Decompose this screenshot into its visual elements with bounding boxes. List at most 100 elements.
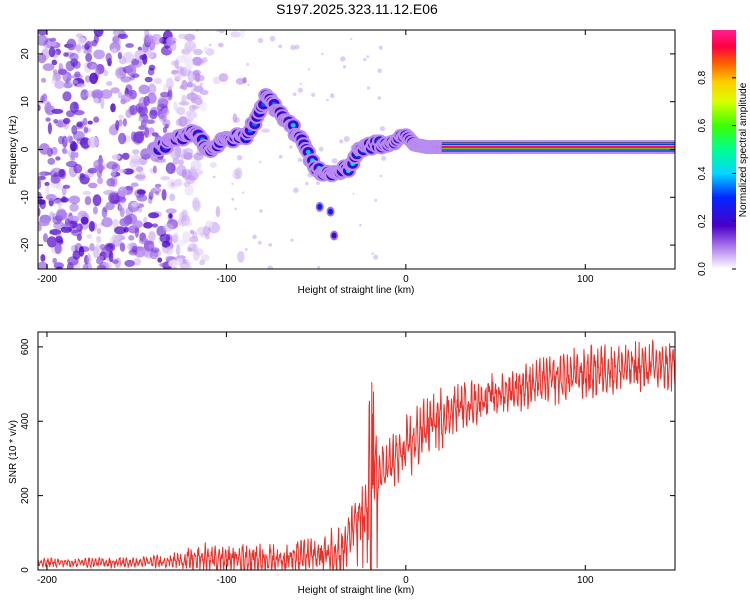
noise-blob [305,181,309,186]
noise-blob [84,196,92,206]
noise-blob [166,36,175,47]
noise-blob [294,44,300,50]
noise-blob [46,236,57,248]
noise-blob [165,255,175,261]
noise-blob [63,149,69,154]
noise-blob [117,203,123,212]
noise-blob [58,135,65,145]
noise-blob [184,185,194,196]
noise-blob [69,203,79,212]
spectrogram-y-axis: -20 -10 0 10 20 [20,48,675,252]
noise-blob [88,182,98,189]
noise-blob [105,52,112,63]
noise-blob [208,43,212,47]
noise-blob [373,254,379,260]
noise-blob [67,79,79,85]
noise-blob [252,234,257,240]
noise-blob [68,135,74,145]
colorbar-tick-label: 0.6 [697,118,708,132]
noise-blob [106,81,113,86]
noise-blob [43,233,48,243]
spectrogram-y-label: Frequency (Hz) [8,116,19,185]
noise-blob [198,59,205,65]
noise-blob [184,40,197,52]
noise-blob [48,41,57,47]
noise-blob [51,59,58,66]
noise-blob [132,220,143,229]
noise-blob [247,83,250,87]
noise-blob [70,58,78,67]
noise-blob [144,76,153,83]
noise-blob [70,151,76,163]
noise-blob [160,91,170,98]
noise-blob [381,155,387,161]
noise-blob [174,146,181,159]
noise-blob [103,69,109,77]
noise-blob [65,60,75,72]
noise-blob [97,177,104,185]
noise-blob [39,199,46,210]
noise-blob [196,74,201,79]
noise-blob [190,92,195,96]
signal-band [441,146,675,149]
noise-blob [77,36,87,45]
noise-blob [165,77,174,90]
noise-blob [176,255,186,260]
noise-blob [82,117,88,126]
snr-panel: -200 -100 0 100 0 200 400 600 Height of straig… [8,331,676,596]
noise-blob [69,101,79,114]
noise-blob [108,250,114,263]
noise-blob [134,174,146,180]
noise-blob [151,132,159,137]
noise-blob [85,40,95,47]
noise-blob [199,89,209,96]
noise-blob [86,234,93,239]
noise-blob [232,169,241,180]
noise-blob [379,126,385,132]
noise-blob [125,43,134,48]
noise-blob [197,94,202,100]
noise-blob [257,37,264,44]
noise-blob [168,259,180,268]
y-tick-label: -10 [20,190,31,205]
noise-blob [113,38,121,48]
noise-blob [111,259,119,264]
noise-blob [193,48,203,56]
noise-blob [55,236,63,243]
colorbar-tick-label: 0.0 [697,262,708,276]
noise-blob [165,208,177,214]
noise-blob [307,68,310,71]
noise-blob [181,79,188,91]
noise-blob [76,233,82,241]
noise-blob [87,120,93,125]
noise-blob [133,257,142,266]
noise-blob [289,145,293,149]
noise-blob [67,215,80,221]
noise-blob [352,192,355,195]
noise-blob [290,238,294,242]
chart-title: S197.2025.323.11.12.E06 [276,1,438,17]
noise-blob [175,244,181,256]
noise-blob [130,182,139,187]
noise-blob [178,33,188,39]
noise-blob [68,195,81,205]
spectrogram-image [38,30,675,269]
noise-blob [89,72,98,85]
noise-blob [377,68,383,74]
noise-blob [135,166,144,173]
noise-blob [64,223,73,228]
noise-blob [191,169,204,176]
noise-blob [38,34,48,46]
noise-blob [193,152,204,161]
noise-blob [55,156,61,161]
noise-blob [143,240,155,252]
y-tick-label: -20 [20,237,31,252]
noise-blob [101,217,113,228]
noise-blob [76,83,86,88]
noise-blob [54,242,62,254]
noise-blob [268,243,273,247]
noise-blob [167,178,179,190]
noise-blob [110,170,117,177]
noise-blob [131,245,138,253]
noise-blob [87,136,99,148]
